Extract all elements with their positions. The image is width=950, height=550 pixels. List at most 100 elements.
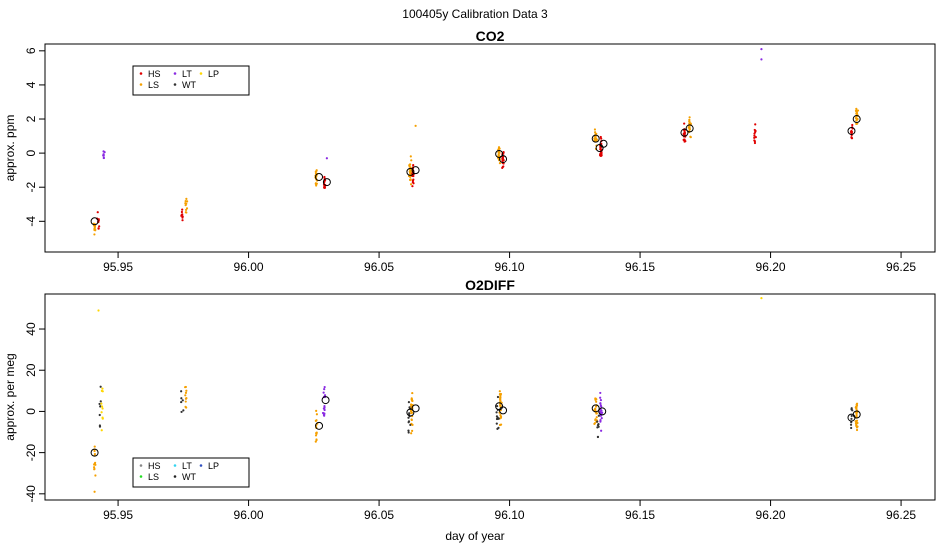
legend-label-lt: LT	[182, 461, 192, 471]
mean-marker	[321, 396, 330, 405]
data-point-lp	[101, 387, 104, 390]
data-point-lt	[323, 388, 326, 391]
data-point-ls	[184, 208, 188, 212]
outlier-point-lp	[760, 297, 763, 300]
data-point-ls	[594, 138, 597, 141]
data-point-ls	[410, 412, 413, 415]
data-point-ls	[855, 119, 858, 122]
data-point-ls	[184, 204, 187, 207]
data-point-hs	[682, 138, 685, 141]
data-points	[90, 48, 861, 236]
data-point-ls	[185, 397, 188, 400]
data-point-wt	[596, 435, 600, 438]
outlier-point-ls	[414, 124, 417, 127]
data-point-ls	[93, 466, 96, 469]
data-point-lp	[101, 416, 104, 419]
data-point-wt	[99, 385, 102, 388]
outlier-point-ls	[93, 490, 96, 493]
data-points	[90, 297, 861, 493]
data-point-lp	[100, 405, 104, 408]
panel-title: O2DIFF	[465, 277, 515, 293]
data-point-lt	[599, 396, 602, 399]
mean-marker	[315, 172, 324, 181]
data-point-ls	[184, 385, 187, 389]
data-point-lt	[323, 412, 326, 416]
y-axis-label: approx. per meg	[3, 353, 17, 440]
data-point-hs	[181, 216, 184, 219]
data-point-wt	[98, 425, 102, 428]
data-point-wt	[98, 402, 101, 406]
x-tick-label: 96.20	[756, 508, 786, 522]
data-point-hs	[851, 123, 854, 127]
mean-marker	[847, 126, 856, 135]
data-point-hs	[323, 176, 326, 179]
data-point-ls	[409, 170, 412, 173]
data-point-ls	[593, 422, 596, 425]
data-point-wt	[408, 412, 411, 415]
data-point-wt	[496, 395, 500, 399]
mean-marker	[680, 128, 689, 137]
data-point-wt	[850, 414, 853, 417]
data-point-ls	[595, 400, 598, 403]
x-tick-label: 96.00	[234, 508, 264, 522]
data-point-lt	[599, 398, 603, 402]
data-point-wt	[180, 397, 183, 400]
legend-label-ls: LS	[148, 80, 159, 90]
data-point-ls	[186, 200, 189, 203]
legend-label-wt: WT	[182, 472, 196, 482]
data-point-ls	[411, 391, 414, 395]
legend-label-hs: HS	[148, 69, 161, 79]
data-point-hs	[181, 213, 184, 216]
y-tick-label: -4	[24, 216, 38, 227]
data-point-hs	[683, 131, 687, 135]
legend-marker-ls	[139, 475, 143, 478]
legend-marker-lt	[173, 464, 177, 467]
data-point-wt	[180, 410, 183, 414]
y-tick-label: -40	[24, 485, 38, 503]
data-point-lt	[600, 429, 603, 432]
y-tick-label: 4	[24, 81, 38, 88]
data-point-ls	[315, 409, 318, 412]
mean-marker	[852, 410, 861, 419]
data-point-wt	[180, 390, 183, 393]
data-point-wt	[408, 406, 411, 409]
data-point-ls	[315, 182, 318, 186]
data-point-hs	[683, 129, 686, 132]
data-point-ls	[688, 116, 691, 119]
data-point-ls	[688, 127, 691, 131]
data-point-ls	[410, 159, 413, 162]
data-point-ls	[855, 107, 858, 110]
data-point-lt	[323, 405, 326, 408]
data-point-ls	[499, 404, 502, 407]
legend-label-ls: LS	[148, 472, 159, 482]
data-point-ls	[184, 391, 188, 394]
data-point-hs	[181, 219, 184, 222]
data-point-ls	[93, 233, 96, 236]
data-point-ls	[854, 411, 858, 414]
data-point-wt	[596, 420, 599, 423]
outlier-point-lp	[97, 309, 100, 312]
data-point-lt	[600, 417, 603, 420]
data-point-ls	[409, 155, 412, 158]
data-point-ls	[497, 150, 501, 153]
data-point-lt	[600, 411, 604, 414]
y-tick-label: 0	[24, 149, 38, 156]
y-axis-label: approx. ppm	[3, 115, 17, 182]
data-point-ls	[595, 412, 598, 415]
x-axis-label: day of year	[445, 529, 504, 543]
data-point-ls	[315, 432, 318, 435]
data-point-wt	[407, 431, 410, 434]
data-point-ls	[856, 421, 859, 425]
data-point-ls	[93, 467, 96, 471]
data-point-lt	[599, 411, 602, 414]
data-point-ls	[689, 135, 692, 138]
legend-label-wt: WT	[182, 80, 196, 90]
data-point-lp	[101, 407, 104, 410]
y-tick-label: 0	[24, 408, 38, 415]
x-tick-label: 96.20	[756, 260, 786, 274]
legend-marker-lp	[199, 72, 203, 75]
mean-marker	[406, 167, 415, 176]
data-point-lt	[599, 419, 602, 422]
